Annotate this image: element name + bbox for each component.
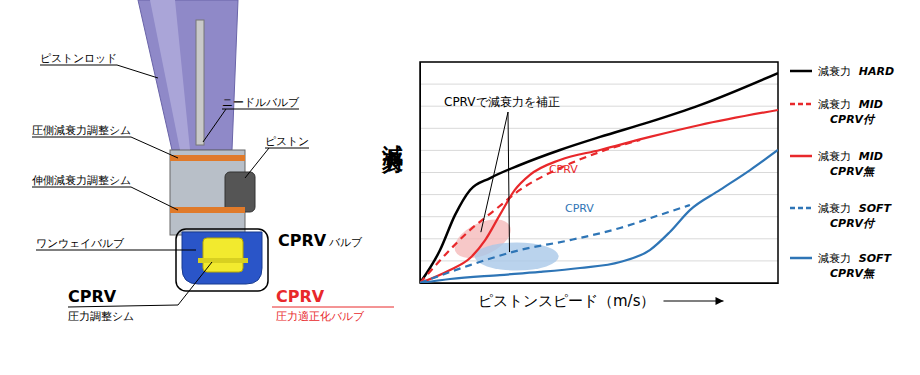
annotation: CPRVで減衰力を補正 (444, 95, 560, 109)
leader-line (117, 65, 158, 78)
cprv-title: CPRV (278, 231, 327, 250)
legend-swatch (790, 103, 812, 106)
cprv-shim-shape (198, 258, 248, 263)
shim-reb (170, 207, 245, 213)
cprv-box (176, 229, 268, 291)
legend-label: 減衰力 MIDCPRV無 (818, 150, 883, 178)
cprv-subtitle: 圧力適正化バルブ (276, 310, 365, 323)
diagram-label: ピストンロッド (40, 52, 117, 65)
grid-line (420, 216, 778, 217)
diagram-label: ピストン (265, 135, 309, 148)
legend-swatch (790, 155, 812, 158)
leader-line (222, 109, 299, 110)
rod-highlight (150, 0, 190, 150)
leader-line (32, 137, 131, 138)
legend: 減衰力 HARD 減衰力 MIDCPRV付減衰力 MIDCPRV無減衰力 SOFT… (790, 65, 894, 280)
canvas: ピストンロッドニードルバルブ圧側減衰力調整シムピストン伸側減衰力調整シムワンウェ… (0, 0, 920, 375)
cprv-title: CPRV (276, 287, 325, 306)
leader-line (124, 250, 196, 251)
cprv-valve-shape (203, 238, 243, 272)
annotations: CPRVで減衰力を補正 CPRV CPRV (444, 95, 594, 252)
leader-line (40, 65, 117, 66)
series-line (420, 150, 778, 283)
cprv-housing (182, 232, 262, 284)
diagram-label: 伸側減衰力調整シム (32, 174, 131, 187)
highlight-soft (475, 242, 559, 270)
annotation: CPRV (565, 202, 594, 215)
series-line (420, 110, 778, 283)
leader-line (245, 148, 269, 178)
leader-line (178, 262, 212, 305)
legend-label: 減衰力 SOFTCPRV付 (818, 202, 893, 230)
y-axis-title: 減衰力 (381, 128, 405, 175)
cprv-subtitle: 圧力調整シム (68, 310, 134, 323)
leader-line (131, 137, 178, 158)
underline (272, 307, 394, 308)
leader-line (203, 109, 226, 142)
series-line (420, 140, 640, 283)
x-axis-title: ピストンスピード（m/s） (478, 292, 655, 310)
annotation-pointer (481, 112, 508, 232)
leader-line (68, 305, 178, 307)
legend-swatch (790, 257, 812, 260)
annotation: CPRV (549, 163, 578, 176)
plot-frame (420, 62, 778, 283)
legend-label: 減衰力 SOFTCPRV無 (818, 252, 893, 280)
grid (420, 62, 778, 283)
leader-line (32, 187, 131, 188)
legend-label: 減衰力 MIDCPRV付 (818, 98, 883, 126)
piston-rod-shape (138, 0, 238, 150)
diagram-label: ニードルバルブ (222, 96, 300, 109)
x-arrow (663, 300, 723, 301)
diagram-label: ワンウェイバルブ (36, 237, 125, 250)
leader-line (131, 187, 178, 210)
cprv-subtitle: バルブ (328, 236, 363, 249)
diagram-label: 圧側減衰力調整シム (32, 124, 131, 137)
leader-line (265, 148, 309, 149)
diagram: ピストンロッドニードルバルブ圧側減衰力調整シムピストン伸側減衰力調整シムワンウェ… (32, 0, 394, 323)
grid-line (420, 84, 778, 85)
needle-valve-shape (196, 20, 204, 145)
chart: CPRVで減衰力を補正 CPRV CPRV 減衰力ピストンスピード（m/s） 減衰力 H… (381, 62, 894, 310)
piston-shape (225, 172, 255, 212)
lines (420, 73, 778, 283)
grid-line (420, 260, 778, 261)
grid-line (420, 128, 778, 129)
legend-label: 減衰力 HARD (818, 65, 894, 78)
legend-swatch (790, 70, 812, 73)
cprv-title: CPRV (68, 287, 117, 306)
grid-line (420, 172, 778, 173)
x-arrow-head (715, 297, 723, 305)
legend-swatch (790, 207, 812, 210)
series-line (420, 73, 778, 283)
grid-line (420, 194, 778, 195)
shim-comp (170, 155, 245, 161)
annotation-pointer (508, 112, 510, 252)
leader-line (36, 250, 124, 251)
